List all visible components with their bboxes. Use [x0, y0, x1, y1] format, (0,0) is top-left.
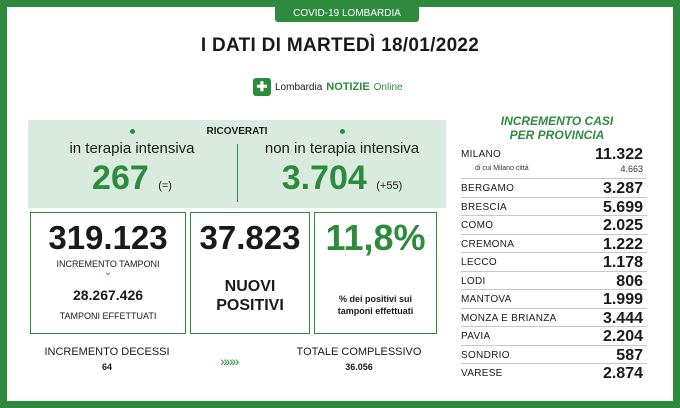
- divider: [237, 144, 238, 202]
- province-value: 3.444: [602, 309, 643, 327]
- totale-label: TOTALE COMPLESSIVO: [296, 346, 422, 358]
- province-name: SONDRIO: [461, 349, 510, 361]
- totale-value: 36.056: [345, 362, 373, 372]
- intensive-value: 267 (=): [92, 159, 172, 197]
- province-value: 3.287: [602, 180, 643, 197]
- list-item: VARESE 2.874: [461, 364, 647, 383]
- decessi-block: INCREMENTO DECESSI 64: [32, 346, 182, 372]
- list-item: MONZA E BRIANZA 3.444: [461, 309, 647, 327]
- logo-icon: ✚: [253, 78, 271, 96]
- list-item: BERGAMO 3.287: [461, 179, 647, 198]
- city-label: di cui Milano città: [475, 165, 529, 172]
- percent-note-1: % dei positivi sui: [338, 294, 412, 304]
- province-name: LECCO: [461, 257, 497, 268]
- percent-note-2: tamponi effettuati: [337, 306, 414, 316]
- percent-box: 11,8% % dei positivi sui tamponi effettu…: [314, 212, 437, 334]
- headline: I DATI DI MARTEDÌ 18/01/2022: [200, 35, 480, 56]
- intensive-label: in terapia intensiva: [69, 140, 195, 157]
- logo: ✚ Lombardia NOTIZIE Online: [253, 78, 403, 96]
- province-name: PAVIA: [461, 331, 491, 342]
- dot-icon: [340, 129, 345, 134]
- province-value: 1.222: [602, 235, 643, 253]
- logo-suffix: Online: [373, 81, 403, 93]
- totale-block: TOTALE COMPLESSIVO 36.056: [284, 346, 434, 372]
- intensive-block: in terapia intensiva 267 (=): [32, 140, 232, 198]
- nuovi-positivi-value: 37.823: [199, 219, 301, 256]
- list-item: PAVIA 2.204: [461, 327, 647, 346]
- province-value: 587: [616, 346, 643, 364]
- province-name: VARESE: [461, 368, 503, 379]
- province-value: 2.204: [602, 328, 643, 345]
- ricoverati-title: RICOVERATI: [206, 126, 268, 137]
- tamponi-total-label: TAMPONI EFFETTUATI: [59, 311, 157, 321]
- province-name: BRESCIA: [461, 201, 508, 213]
- non-intensive-block: non in terapia intensiva 3.704 (+55): [242, 140, 442, 198]
- province-value: 11.322: [594, 146, 643, 163]
- nuovi-positivi-label-2: POSITIVI: [216, 297, 284, 314]
- dot-icon: [130, 129, 135, 134]
- list-item: LODI 806: [461, 272, 647, 290]
- province-name: LODI: [461, 275, 486, 287]
- province-title: INCREMENTO CASI PER PROVINCIA: [500, 114, 614, 142]
- list-item: BRESCIA 5.699: [461, 198, 647, 216]
- list-item: MANTOVA 1.999: [461, 290, 647, 309]
- province-value: 5.699: [602, 198, 643, 216]
- decessi-label: INCREMENTO DECESSI: [44, 346, 170, 358]
- province-name: COMO: [461, 220, 494, 231]
- list-item: CREMONA 1.222: [461, 235, 647, 253]
- chevron-down-icon: ⌄: [103, 267, 113, 278]
- region-banner: COVID-19 LOMBARDIA: [275, 6, 419, 22]
- province-value: 2.025: [602, 217, 643, 234]
- non-intensive-label: non in terapia intensiva: [264, 140, 420, 157]
- city-value: 4.663: [620, 164, 643, 174]
- list-item: MILANO 11.322 di cui Milano città 4.663: [461, 145, 647, 179]
- tamponi-total-value: 28.267.426: [72, 287, 144, 303]
- decessi-value: 64: [101, 362, 112, 372]
- list-item: LECCO 1.178: [461, 253, 647, 272]
- province-value: 2.874: [602, 365, 643, 382]
- province-value: 1.999: [602, 291, 643, 308]
- tamponi-increment-label: INCREMENTO TAMPONI: [56, 259, 160, 269]
- non-intensive-delta: (+55): [376, 180, 403, 192]
- nuovi-positivi-label-1: NUOVI: [224, 278, 276, 295]
- tamponi-increment-value: 319.123: [48, 219, 168, 256]
- list-item: COMO 2.025: [461, 216, 647, 235]
- list-item: SONDRIO 587: [461, 346, 647, 364]
- nuovi-positivi-box: 37.823 NUOVI POSITIVI: [190, 212, 310, 334]
- province-name: MONZA E BRIANZA: [461, 312, 557, 324]
- percent-value: 11,8%: [325, 217, 426, 258]
- intensive-delta: (=): [158, 180, 172, 192]
- logo-brand: NOTIZIE: [326, 81, 370, 93]
- chevrons-right-icon: »»»: [220, 353, 239, 369]
- province-name: CREMONA: [461, 238, 515, 250]
- province-name: MILANO: [461, 149, 502, 160]
- province-value: 806: [616, 272, 643, 290]
- logo-prefix: Lombardia: [275, 81, 323, 93]
- non-intensive-value: 3.704 (+55): [281, 159, 403, 197]
- province-value: 1.178: [602, 254, 643, 271]
- province-list: MILANO 11.322 di cui Milano città 4.663 …: [461, 145, 647, 383]
- province-name: BERGAMO: [461, 183, 515, 194]
- ricoverati-panel: RICOVERATI in terapia intensiva 267 (=) …: [28, 120, 446, 208]
- province-name: MANTOVA: [461, 294, 512, 305]
- tamponi-box: 319.123 INCREMENTO TAMPONI ⌄ 28.267.426 …: [30, 212, 186, 334]
